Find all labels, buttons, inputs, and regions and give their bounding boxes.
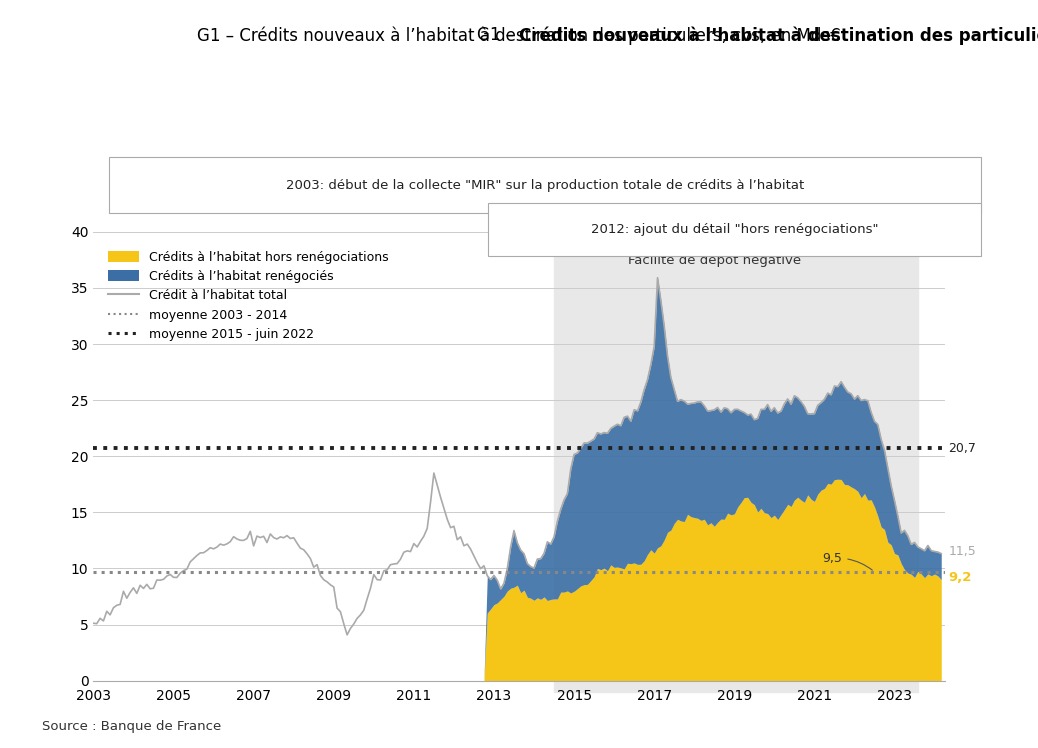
- Text: Crédits nouveaux à l’habitat à destination des particuliers, cvs, en Mds€: Crédits nouveaux à l’habitat à destinati…: [519, 26, 1038, 45]
- Text: 11,5: 11,5: [949, 545, 977, 558]
- Text: 2003: début de la collecte "MIR" sur la production totale de crédits à l’habitat: 2003: début de la collecte "MIR" sur la …: [285, 179, 804, 191]
- FancyBboxPatch shape: [554, 221, 918, 692]
- Text: 9,5: 9,5: [822, 552, 872, 570]
- Text: 20,7: 20,7: [949, 442, 977, 455]
- Text: Source : Banque de France: Source : Banque de France: [42, 720, 221, 733]
- Text: G1 –: G1 –: [476, 26, 519, 44]
- Text: Facilité de dépôt négative: Facilité de dépôt négative: [628, 254, 801, 267]
- Text: 2012: ajout du détail "hors renégociations": 2012: ajout du détail "hors renégociatio…: [591, 223, 878, 236]
- Text: 9,2: 9,2: [949, 571, 972, 584]
- Text: G1 – Crédits nouveaux à l’habitat à destination des particuliers, cvs, en Mds€: G1 – Crédits nouveaux à l’habitat à dest…: [197, 26, 841, 45]
- Legend: Crédits à l’habitat hors renégociations, Crédits à l’habitat renégociés, Crédit : Crédits à l’habitat hors renégociations,…: [104, 247, 392, 345]
